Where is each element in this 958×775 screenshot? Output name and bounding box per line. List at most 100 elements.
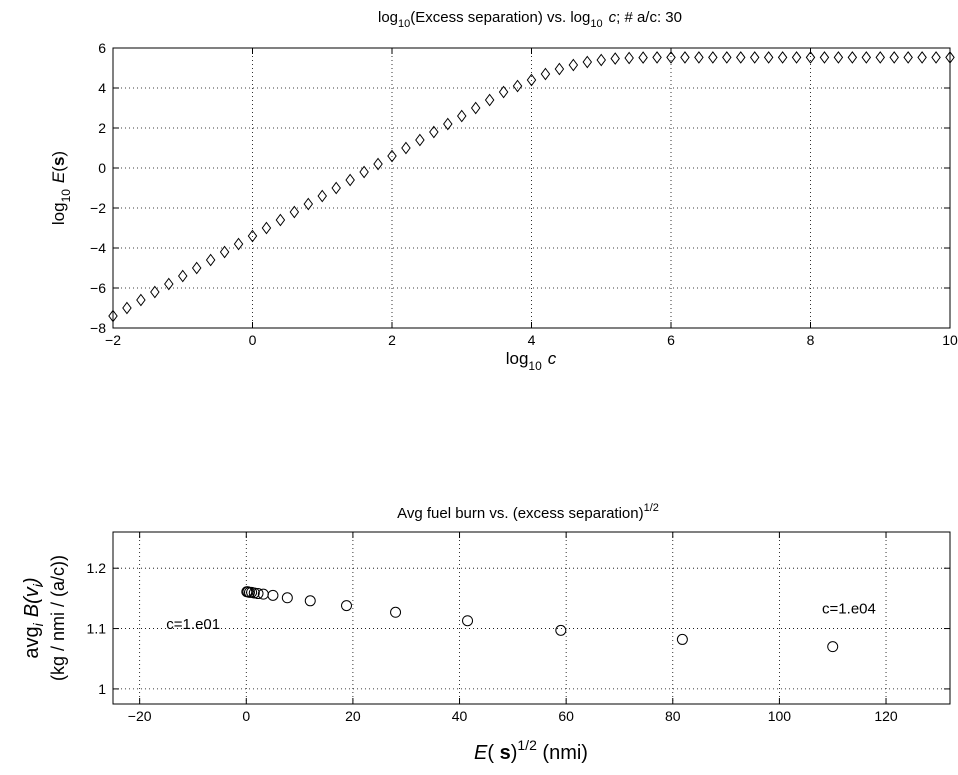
chart1-xlabel: log10 c [506, 349, 557, 373]
data-point [638, 51, 648, 64]
y-tick-label: 6 [98, 40, 106, 56]
data-point [827, 641, 839, 653]
data-point [624, 51, 634, 65]
data-point [498, 85, 509, 99]
data-point [281, 592, 293, 604]
data-point [819, 51, 830, 64]
data-point [484, 93, 495, 107]
x-tick-label: 8 [807, 332, 815, 348]
y-tick-label: 1 [98, 681, 106, 697]
data-point [861, 51, 872, 64]
data-point [462, 615, 474, 627]
data-point [749, 51, 760, 64]
data-point [275, 213, 286, 227]
data-point [470, 101, 481, 115]
data-point [554, 62, 565, 76]
data-point [526, 73, 537, 87]
data-point [847, 51, 858, 64]
data-point [931, 51, 941, 64]
data-point [708, 51, 718, 64]
chart2-ylabel-line2: (kg / nmi / (a/c)) [48, 555, 68, 681]
data-point [833, 51, 844, 64]
data-point [331, 181, 341, 195]
data-point [694, 51, 704, 64]
data-point [304, 595, 316, 607]
data-point [736, 51, 746, 64]
chart2-plot-area [113, 532, 950, 704]
y-tick-label: 1.1 [87, 621, 107, 637]
chart-avg-fuel-burn: Avg fuel burn vs. (excess separation)1/2… [21, 502, 951, 764]
data-point [917, 51, 927, 64]
y-tick-label: −8 [90, 320, 106, 336]
x-tick-label: 60 [558, 708, 574, 724]
data-point [359, 165, 369, 179]
y-tick-label: −6 [90, 280, 106, 296]
x-tick-label: 6 [667, 332, 675, 348]
data-point [429, 125, 439, 139]
data-point [457, 109, 467, 123]
chart1-ticks: −2 0 2 4 6 8 10 −8 −6 −4 −2 0 2 4 6 [90, 40, 958, 348]
chart2-title: Avg fuel burn vs. (excess separation)1/2 [397, 502, 659, 522]
chart2-grid [113, 532, 950, 704]
x-tick-label: 20 [345, 708, 361, 724]
chart1-points [108, 51, 955, 323]
data-point [247, 229, 258, 243]
data-point [178, 269, 188, 283]
chart1-grid [113, 48, 950, 328]
data-point [805, 51, 816, 64]
x-tick-label: 100 [768, 708, 792, 724]
x-tick-label: 2 [388, 332, 396, 348]
chart1-ylabel: log10E(s) [49, 151, 73, 225]
data-point [676, 633, 688, 645]
data-point [763, 51, 774, 64]
y-tick-label: 2 [98, 120, 106, 136]
data-point [777, 51, 788, 64]
data-point [122, 301, 132, 315]
data-point [317, 189, 327, 203]
data-point [164, 277, 174, 291]
data-point [303, 197, 314, 211]
data-point [596, 53, 606, 67]
data-point [233, 237, 244, 251]
data-point [205, 253, 216, 267]
data-point [555, 624, 567, 636]
data-point [903, 51, 913, 64]
x-tick-label: −20 [128, 708, 152, 724]
data-point [248, 587, 260, 599]
data-point [387, 149, 397, 163]
data-point [219, 245, 230, 259]
data-point [889, 51, 899, 64]
data-point [512, 79, 523, 93]
y-tick-label: 4 [98, 80, 106, 96]
x-tick-label: 80 [665, 708, 681, 724]
data-point [191, 261, 202, 275]
data-point [390, 606, 402, 618]
y-tick-label: 1.2 [87, 560, 107, 576]
data-point [875, 51, 885, 64]
data-point [582, 55, 593, 69]
y-tick-label: −4 [90, 240, 106, 256]
data-point [261, 221, 272, 235]
chart2-ylabel-line1: avgiB(vi) [21, 577, 46, 658]
y-tick-label: −2 [90, 200, 106, 216]
data-point [289, 205, 300, 219]
data-point [722, 51, 732, 64]
data-point [610, 52, 620, 65]
x-tick-label: 120 [874, 708, 898, 724]
data-point [401, 141, 411, 155]
data-point [443, 117, 453, 131]
x-tick-label: 10 [942, 332, 958, 348]
data-point [136, 293, 146, 307]
data-point [652, 51, 662, 64]
annotation-label: c=1.e04 [822, 600, 876, 617]
x-tick-label: 4 [528, 332, 536, 348]
data-point [791, 51, 802, 64]
annotation-label: c=1.e01 [166, 616, 220, 633]
x-tick-label: 0 [242, 708, 250, 724]
chart2-xlabel: E( s)1/2 (nmi) [474, 737, 588, 764]
data-point [252, 588, 264, 600]
data-point [373, 157, 383, 171]
data-point [415, 133, 425, 147]
chart2-frame [112, 531, 951, 705]
